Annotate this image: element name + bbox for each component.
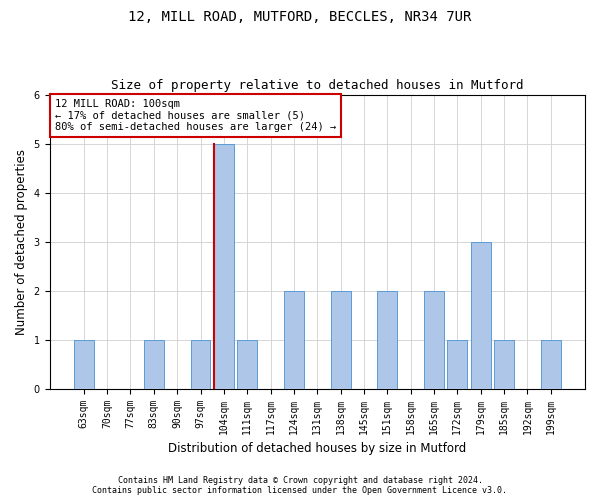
Bar (144, 340, 164, 388)
Bar (471, 242, 491, 388)
Bar (284, 290, 304, 388)
Text: Contains HM Land Registry data © Crown copyright and database right 2024.
Contai: Contains HM Land Registry data © Crown c… (92, 476, 508, 495)
Text: 12, MILL ROAD, MUTFORD, BECCLES, NR34 7UR: 12, MILL ROAD, MUTFORD, BECCLES, NR34 7U… (128, 10, 472, 24)
Bar (237, 340, 257, 388)
Bar (424, 290, 444, 388)
Bar (74, 340, 94, 388)
X-axis label: Distribution of detached houses by size in Mutford: Distribution of detached houses by size … (168, 442, 466, 455)
Bar (377, 290, 397, 388)
Y-axis label: Number of detached properties: Number of detached properties (15, 148, 28, 334)
Text: 12 MILL ROAD: 100sqm
← 17% of detached houses are smaller (5)
80% of semi-detach: 12 MILL ROAD: 100sqm ← 17% of detached h… (55, 99, 336, 132)
Bar (191, 340, 211, 388)
Bar (541, 340, 560, 388)
Bar (214, 144, 234, 388)
Title: Size of property relative to detached houses in Mutford: Size of property relative to detached ho… (111, 79, 524, 92)
Bar (494, 340, 514, 388)
Bar (331, 290, 350, 388)
Bar (448, 340, 467, 388)
